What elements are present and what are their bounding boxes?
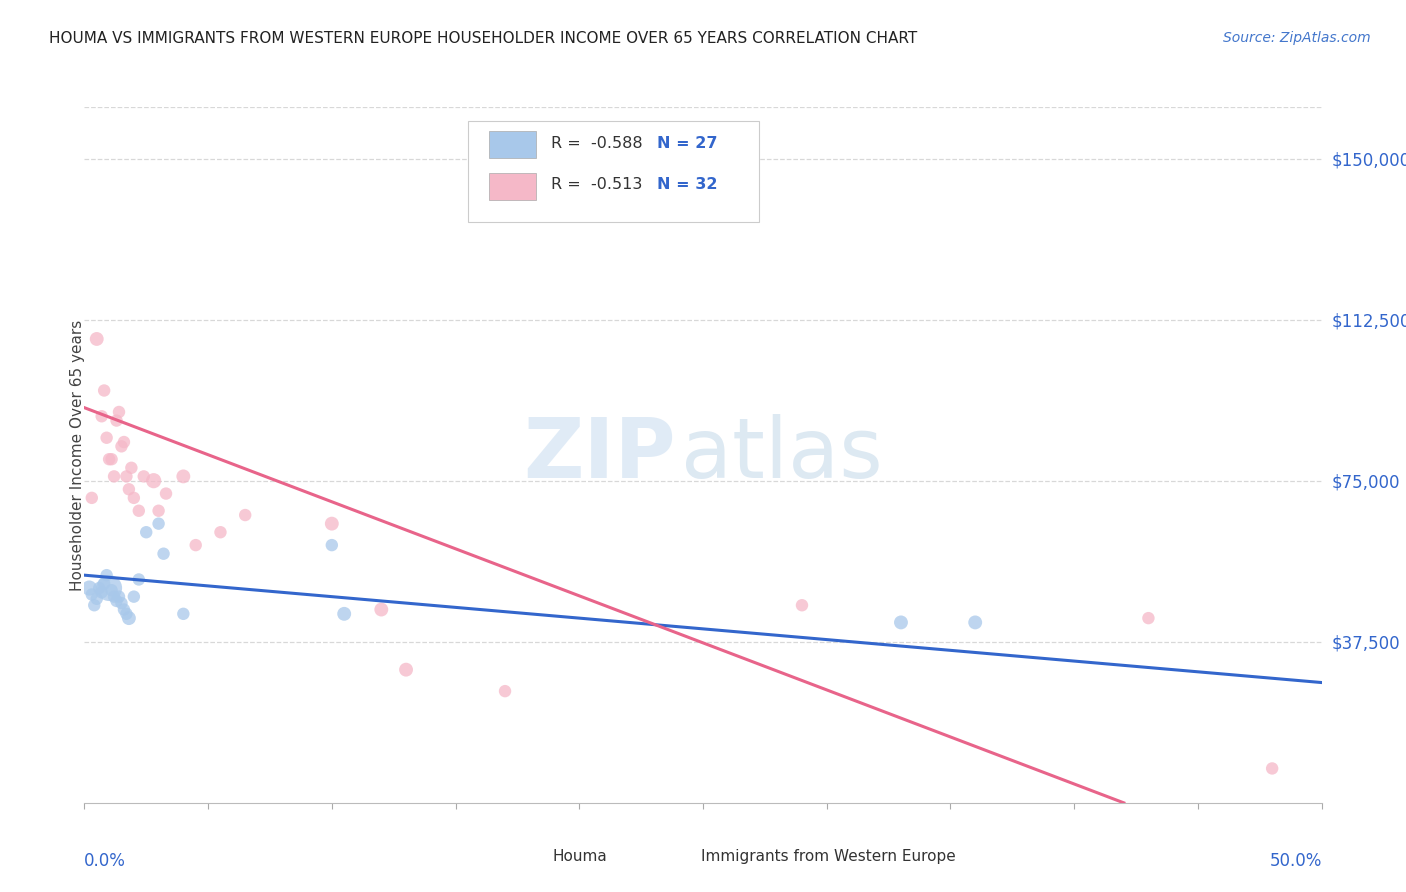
Point <box>90 409 112 424</box>
Point <box>98 581 121 595</box>
Point <box>122 491 145 505</box>
Point <box>90 585 112 599</box>
Point <box>155 486 177 500</box>
FancyBboxPatch shape <box>505 846 544 865</box>
Point <box>96 431 118 445</box>
Point <box>118 611 141 625</box>
Point <box>965 615 987 630</box>
FancyBboxPatch shape <box>489 131 536 158</box>
Point <box>86 591 108 606</box>
Point <box>172 469 194 483</box>
Point <box>135 525 157 540</box>
Point <box>120 460 142 475</box>
Point <box>1137 611 1160 625</box>
Text: N = 27: N = 27 <box>657 136 717 151</box>
Point <box>128 504 150 518</box>
Point <box>115 607 138 621</box>
Text: R =  -0.513: R = -0.513 <box>551 178 643 193</box>
FancyBboxPatch shape <box>489 173 536 200</box>
Point <box>890 615 912 630</box>
Point <box>321 538 343 552</box>
Point <box>370 602 392 616</box>
Point <box>148 504 170 518</box>
FancyBboxPatch shape <box>654 846 693 865</box>
Text: ZIP: ZIP <box>523 415 676 495</box>
Point <box>108 405 131 419</box>
Text: atlas: atlas <box>681 415 883 495</box>
Point <box>152 547 174 561</box>
Y-axis label: Householder Income Over 65 years: Householder Income Over 65 years <box>70 319 84 591</box>
Point <box>100 583 122 598</box>
Point <box>89 581 111 595</box>
Text: 50.0%: 50.0% <box>1270 852 1322 870</box>
Point <box>110 596 132 610</box>
Point <box>494 684 516 698</box>
Point <box>333 607 356 621</box>
Point <box>108 590 131 604</box>
Point <box>112 435 135 450</box>
Point <box>112 602 135 616</box>
Point <box>128 573 150 587</box>
Point <box>105 594 128 608</box>
Point <box>790 599 813 613</box>
Point <box>118 483 141 497</box>
Point <box>184 538 207 552</box>
Text: 0.0%: 0.0% <box>84 852 127 870</box>
FancyBboxPatch shape <box>468 121 759 222</box>
Text: HOUMA VS IMMIGRANTS FROM WESTERN EUROPE HOUSEHOLDER INCOME OVER 65 YEARS CORRELA: HOUMA VS IMMIGRANTS FROM WESTERN EUROPE … <box>49 31 918 46</box>
Point <box>172 607 194 621</box>
Text: R =  -0.588: R = -0.588 <box>551 136 643 151</box>
Point <box>1261 761 1284 775</box>
Point <box>115 469 138 483</box>
Point <box>148 516 170 531</box>
Point <box>103 469 125 483</box>
Text: Source: ZipAtlas.com: Source: ZipAtlas.com <box>1223 31 1371 45</box>
Point <box>96 568 118 582</box>
Text: Immigrants from Western Europe: Immigrants from Western Europe <box>700 849 955 863</box>
Point <box>93 384 115 398</box>
Point <box>103 590 125 604</box>
Point <box>321 516 343 531</box>
Text: Houma: Houma <box>553 849 607 863</box>
Point <box>80 587 103 601</box>
Point <box>80 491 103 505</box>
Point <box>98 452 121 467</box>
Point <box>86 332 108 346</box>
Point <box>83 599 105 613</box>
Point <box>100 452 122 467</box>
Point <box>105 413 128 427</box>
Point <box>132 469 155 483</box>
Point <box>233 508 256 522</box>
Point <box>122 590 145 604</box>
Point <box>395 663 418 677</box>
Text: N = 32: N = 32 <box>657 178 717 193</box>
Point <box>209 525 232 540</box>
Point <box>79 581 101 595</box>
Point <box>93 576 115 591</box>
Point <box>110 439 132 453</box>
Point <box>142 474 165 488</box>
